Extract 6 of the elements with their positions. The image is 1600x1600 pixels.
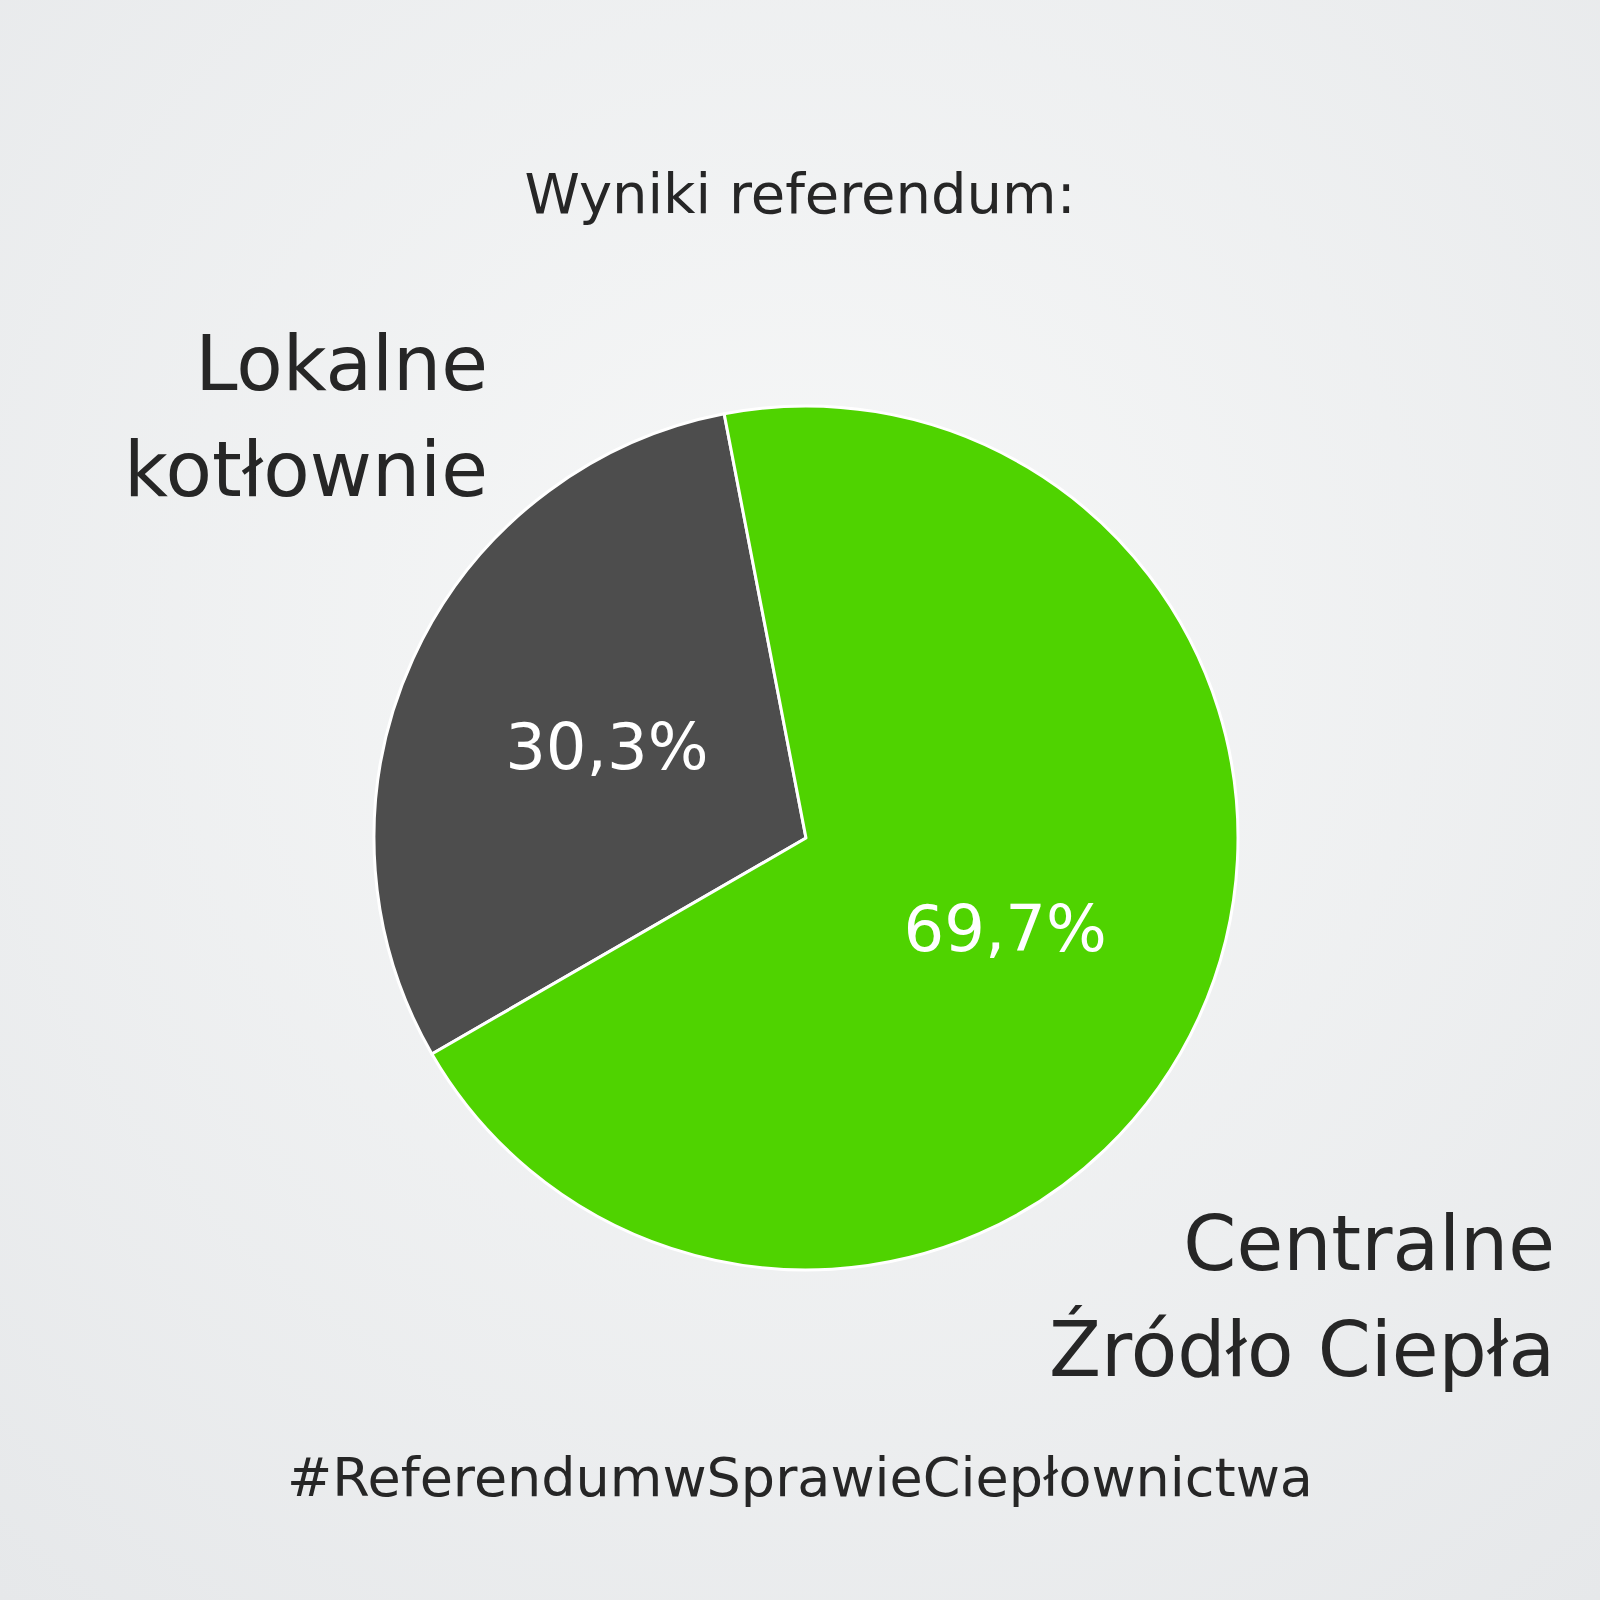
slice-label: Lokalne kotłownie (124, 318, 488, 514)
data-label: 30,3% (505, 710, 709, 785)
data-label: 69,7% (903, 891, 1107, 966)
chart-title: Wyniki referendum: (524, 160, 1076, 226)
slice-label: Centralne Źródło Ciepła (1049, 1198, 1555, 1394)
text: #ReferendumwSprawieCiepłownictwa (287, 1445, 1313, 1509)
